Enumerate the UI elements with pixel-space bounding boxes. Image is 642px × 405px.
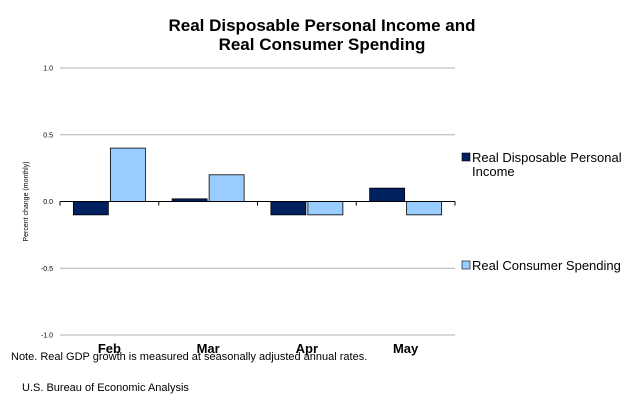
bar [109, 147, 146, 202]
y-tick-label: 0.0 [43, 199, 53, 206]
source-label: U.S. Bureau of Economic Analysis [22, 382, 189, 394]
x-category-label: Mar [197, 341, 220, 356]
bar [270, 201, 307, 216]
gridlines [60, 67, 455, 336]
y-tick-label: -0.5 [41, 266, 53, 273]
chart-title-line: Real Disposable Personal Income and [168, 16, 475, 35]
bar [208, 174, 245, 202]
bar [369, 187, 406, 202]
x-category-label: Apr [296, 341, 318, 356]
chart-title: Real Disposable Personal Income andReal … [168, 16, 475, 54]
x-category-label: Feb [98, 341, 121, 356]
x-axis [59, 201, 456, 206]
y-tick-label: 1.0 [43, 66, 53, 73]
x-axis-categories: Feb Mar Apr May [98, 341, 419, 356]
legend-label: Real Disposable Personal [472, 150, 622, 165]
y-axis-ticks: 1.0 0.5 0.0 -0.5 -1.0 [41, 66, 53, 340]
chart-title-line: Real Consumer Spending [219, 35, 426, 54]
y-tick-label: 0.5 [43, 132, 53, 139]
y-tick-label: -1.0 [41, 333, 53, 340]
footnote: Note. Real GDP growth is measured at sea… [11, 351, 368, 363]
y-axis-label: Percent change (monthly) [23, 161, 30, 241]
bar [406, 201, 443, 216]
legend-label: Income [472, 164, 515, 179]
bar [307, 201, 344, 216]
legend-swatch [461, 152, 471, 162]
bar [72, 201, 109, 216]
legend-swatch [461, 260, 471, 270]
legend-label: Real Consumer Spending [472, 258, 621, 273]
x-category-label: May [393, 341, 419, 356]
